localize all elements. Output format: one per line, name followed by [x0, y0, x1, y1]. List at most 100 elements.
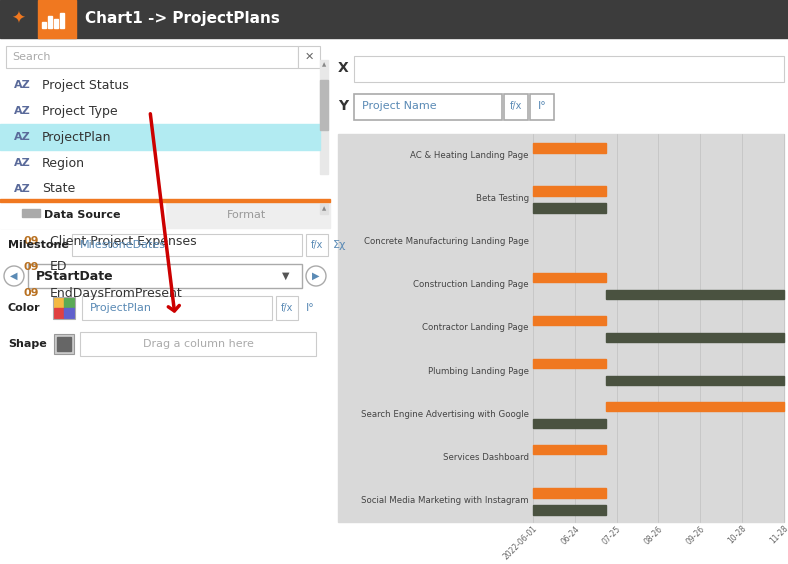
- Text: Client Project Expenses: Client Project Expenses: [50, 235, 197, 248]
- Bar: [330, 38, 788, 564]
- Bar: [533, 186, 606, 196]
- Text: ED: ED: [50, 261, 68, 274]
- Text: Data Source: Data Source: [44, 210, 121, 220]
- Text: 08-26: 08-26: [643, 524, 665, 546]
- Text: ProjectPlan: ProjectPlan: [90, 303, 152, 313]
- Text: 09: 09: [24, 262, 39, 272]
- Bar: [533, 505, 606, 515]
- Bar: [320, 70, 328, 174]
- Bar: [80, 332, 316, 356]
- Text: AC & Heating Landing Page: AC & Heating Landing Page: [411, 151, 529, 160]
- Bar: [533, 204, 606, 213]
- Text: Search: Search: [12, 52, 50, 62]
- Text: f/x: f/x: [510, 101, 522, 111]
- Text: 07-25: 07-25: [601, 524, 623, 546]
- Bar: [28, 264, 302, 288]
- Bar: [0, 202, 165, 228]
- Bar: [0, 0, 788, 38]
- Bar: [82, 296, 272, 320]
- Text: 11-28: 11-28: [768, 524, 788, 546]
- Text: I°: I°: [537, 101, 546, 111]
- Text: ◀: ◀: [10, 271, 18, 281]
- Text: Concrete Manufacturing Landing Page: Concrete Manufacturing Landing Page: [364, 237, 529, 246]
- Text: 06-24: 06-24: [559, 524, 582, 546]
- Bar: [54, 334, 74, 354]
- Bar: [298, 46, 320, 68]
- Bar: [533, 143, 606, 153]
- Text: I°: I°: [306, 303, 314, 313]
- Text: Chart1 -> ProjectPlans: Chart1 -> ProjectPlans: [85, 11, 280, 27]
- Text: PStartDate: PStartDate: [36, 270, 113, 283]
- Bar: [354, 56, 784, 82]
- Text: f/x: f/x: [281, 303, 293, 313]
- Text: ProjectPlan: ProjectPlan: [42, 130, 111, 143]
- Text: ▶: ▶: [312, 271, 320, 281]
- Bar: [54, 308, 64, 318]
- Text: Beta Testing: Beta Testing: [476, 194, 529, 203]
- Circle shape: [306, 266, 326, 286]
- Text: ▼: ▼: [282, 271, 290, 281]
- Bar: [533, 488, 606, 497]
- Bar: [533, 419, 606, 429]
- Bar: [533, 445, 606, 455]
- Bar: [606, 376, 784, 385]
- Text: Search Engine Advertising with Google: Search Engine Advertising with Google: [361, 409, 529, 418]
- Text: Project Name: Project Name: [362, 101, 437, 111]
- Text: MilestoneDates: MilestoneDates: [80, 240, 166, 250]
- Bar: [38, 0, 76, 38]
- Bar: [72, 234, 302, 256]
- Bar: [504, 94, 528, 120]
- Bar: [53, 297, 75, 319]
- Bar: [64, 308, 74, 318]
- Text: EndDaysFromPresent: EndDaysFromPresent: [50, 287, 183, 299]
- Bar: [276, 296, 298, 320]
- Text: ▼: ▼: [10, 210, 17, 220]
- Text: Color: Color: [8, 303, 41, 313]
- Bar: [57, 337, 71, 351]
- Bar: [320, 60, 328, 70]
- Bar: [533, 316, 606, 325]
- Text: Drag a column here: Drag a column here: [143, 339, 254, 349]
- Text: ✕: ✕: [304, 52, 314, 62]
- Bar: [48, 16, 52, 28]
- Text: 2022-06-01: 2022-06-01: [502, 524, 539, 562]
- Text: Project Status: Project Status: [42, 78, 128, 91]
- Text: AZ: AZ: [14, 80, 31, 90]
- Bar: [6, 46, 298, 68]
- Text: ▲: ▲: [322, 63, 326, 68]
- Bar: [320, 80, 328, 130]
- Circle shape: [4, 266, 24, 286]
- Bar: [306, 234, 328, 256]
- Text: Y: Y: [338, 99, 348, 113]
- Bar: [64, 298, 74, 308]
- Text: Milestone: Milestone: [8, 240, 69, 250]
- Text: Σχ: Σχ: [333, 240, 347, 250]
- Text: Shape: Shape: [8, 339, 46, 349]
- Bar: [42, 22, 46, 28]
- Bar: [606, 290, 784, 299]
- Text: Contractor Landing Page: Contractor Landing Page: [422, 324, 529, 333]
- Text: f/x: f/x: [310, 240, 323, 250]
- FancyBboxPatch shape: [22, 209, 40, 217]
- Bar: [320, 204, 328, 214]
- Text: Services Dashboard: Services Dashboard: [443, 453, 529, 462]
- Text: 09-26: 09-26: [685, 524, 707, 546]
- Bar: [0, 202, 330, 228]
- Text: State: State: [42, 183, 75, 196]
- Bar: [606, 402, 784, 411]
- FancyBboxPatch shape: [21, 210, 41, 222]
- Bar: [530, 94, 554, 120]
- Text: Project Type: Project Type: [42, 104, 117, 117]
- Text: AZ: AZ: [14, 106, 31, 116]
- Bar: [0, 199, 330, 202]
- Bar: [338, 134, 784, 522]
- Bar: [54, 19, 58, 28]
- Text: Plumbing Landing Page: Plumbing Landing Page: [428, 367, 529, 376]
- Text: ✦: ✦: [11, 10, 25, 28]
- Text: Construction Landing Page: Construction Landing Page: [414, 280, 529, 289]
- Text: AZ: AZ: [14, 184, 31, 194]
- Text: Measures: Measures: [52, 209, 120, 222]
- Text: 09: 09: [24, 288, 39, 298]
- Bar: [533, 272, 606, 282]
- Text: 09: 09: [24, 236, 39, 246]
